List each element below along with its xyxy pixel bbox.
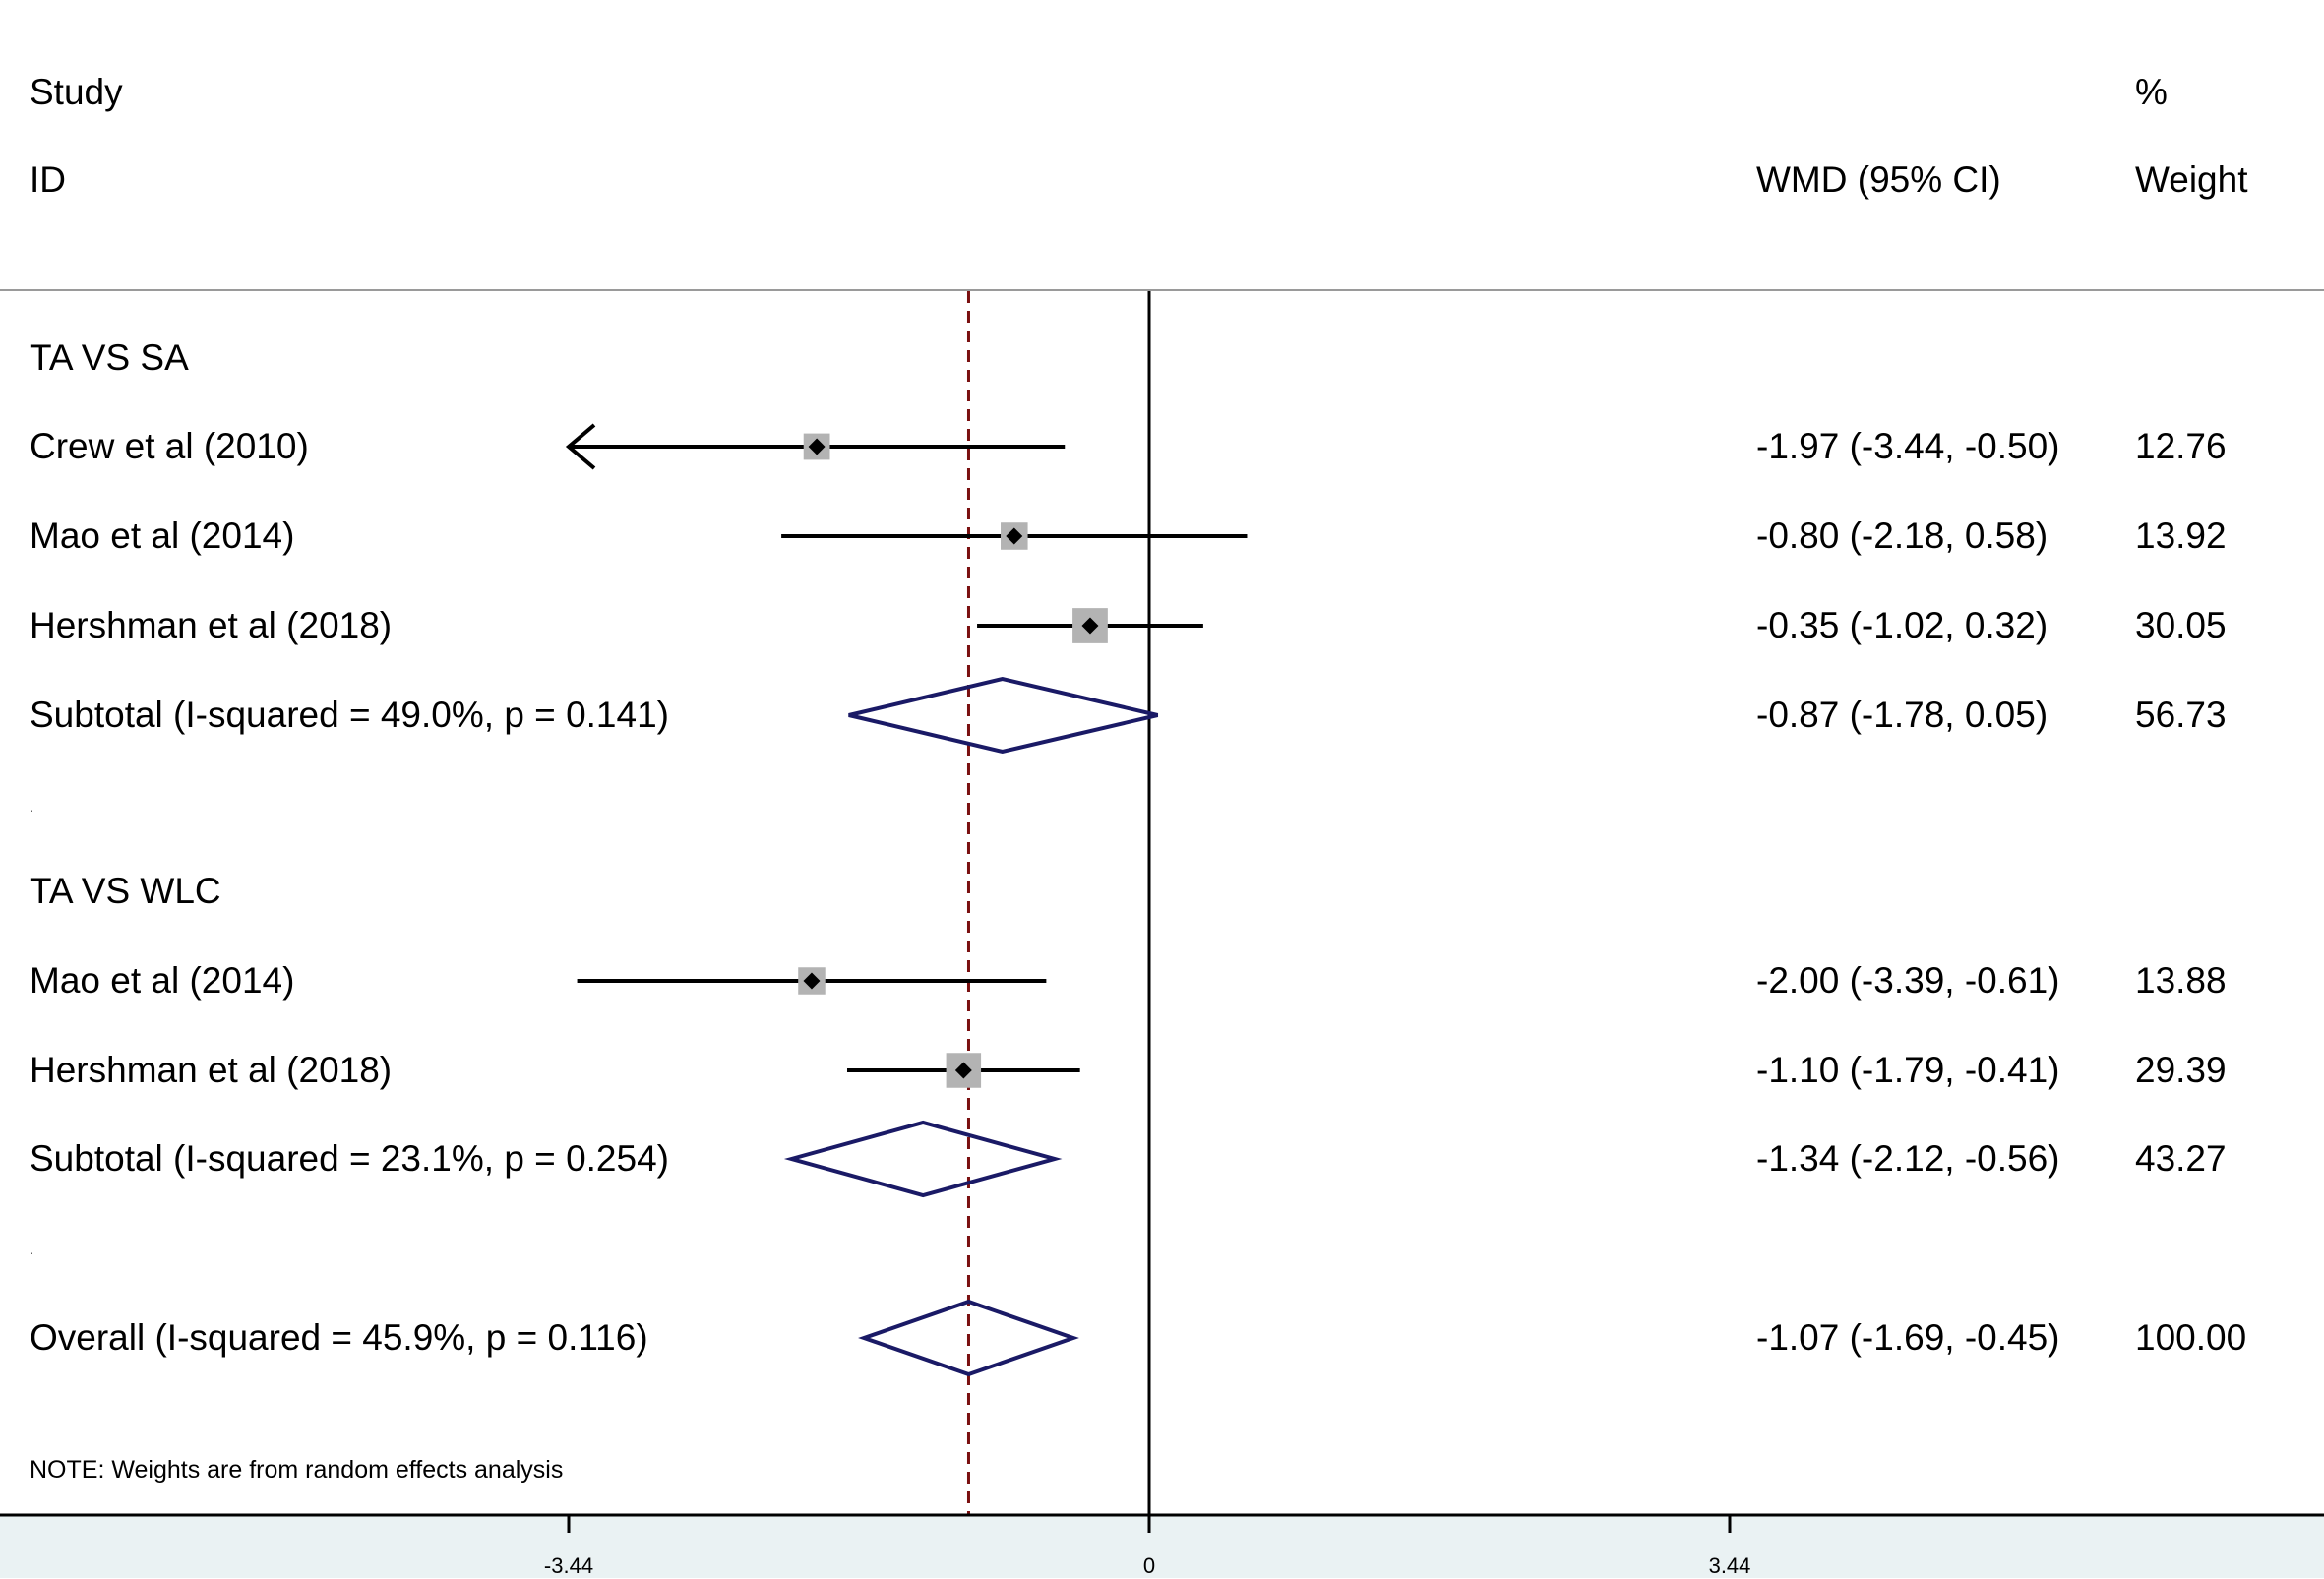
x-tick-label: 0 [1142, 1553, 1156, 1578]
study-weight: 13.92 [2135, 516, 2227, 556]
study-ci-text: -1.10 (-1.79, -0.41) [1756, 1050, 2060, 1090]
study-row-label: Mao et al (2014) [30, 960, 295, 1001]
study-point-estimate [954, 1062, 972, 1079]
ci-truncation-arrow [565, 423, 596, 470]
row-spacer-dot: . [30, 799, 33, 815]
study-ci-text: -2.00 (-3.39, -0.61) [1756, 960, 2060, 1001]
subtotal-row-label: Subtotal (I-squared = 49.0%, p = 0.141) [30, 695, 669, 735]
subtotal-diamond [783, 1120, 1063, 1198]
row-spacer-dot: . [30, 1242, 33, 1257]
study-row-label: Hershman et al (2018) [30, 1050, 393, 1090]
footnote: NOTE: Weights are from random effects an… [30, 1456, 564, 1484]
study-weight: 12.76 [2135, 426, 2227, 466]
axis-band [0, 1515, 2324, 1578]
study-weight: 30.05 [2135, 605, 2227, 645]
group-row-label: TA VS SA [30, 337, 189, 378]
header-divider [0, 289, 2324, 291]
study-ci-text: -0.80 (-2.18, 0.58) [1756, 516, 2049, 556]
header-study-label: Study [30, 72, 123, 112]
study-point-estimate [1081, 617, 1099, 635]
overall-weight: 100.00 [2135, 1317, 2247, 1358]
header-pct-label: % [2135, 72, 2168, 112]
group-row-label: TA VS WLC [30, 871, 221, 911]
study-weight: 13.88 [2135, 960, 2227, 1001]
x-tick-label: -3.44 [543, 1553, 594, 1578]
study-ci-text: -0.35 (-1.02, 0.32) [1756, 605, 2049, 645]
study-weight: 29.39 [2135, 1050, 2227, 1090]
header-weight-label: Weight [2135, 159, 2248, 200]
overall-row-label: Overall (I-squared = 45.9%, p = 0.116) [30, 1317, 648, 1358]
subtotal-ci-text: -1.34 (-2.12, -0.56) [1756, 1138, 2060, 1179]
subtotal-row-label: Subtotal (I-squared = 23.1%, p = 0.254) [30, 1138, 669, 1179]
study-row-label: Crew et al (2010) [30, 426, 309, 466]
x-tick-label: 3.44 [1708, 1553, 1751, 1578]
overall-ci-text: -1.07 (-1.69, -0.45) [1756, 1317, 2060, 1358]
study-ci-text: -1.97 (-3.44, -0.50) [1756, 426, 2060, 466]
header-effect-label: WMD (95% CI) [1756, 159, 2001, 200]
overall-diamond [858, 1299, 1079, 1377]
header-id-label: ID [30, 159, 66, 200]
study-point-estimate [808, 438, 826, 455]
subtotal-ci-text: -0.87 (-1.78, 0.05) [1756, 695, 2049, 735]
study-row-label: Mao et al (2014) [30, 516, 295, 556]
study-point-estimate [1006, 527, 1023, 545]
subtotal-diamond [848, 676, 1159, 755]
study-row-label: Hershman et al (2018) [30, 605, 393, 645]
subtotal-weight: 43.27 [2135, 1138, 2227, 1179]
study-point-estimate [803, 972, 821, 990]
subtotal-weight: 56.73 [2135, 695, 2227, 735]
